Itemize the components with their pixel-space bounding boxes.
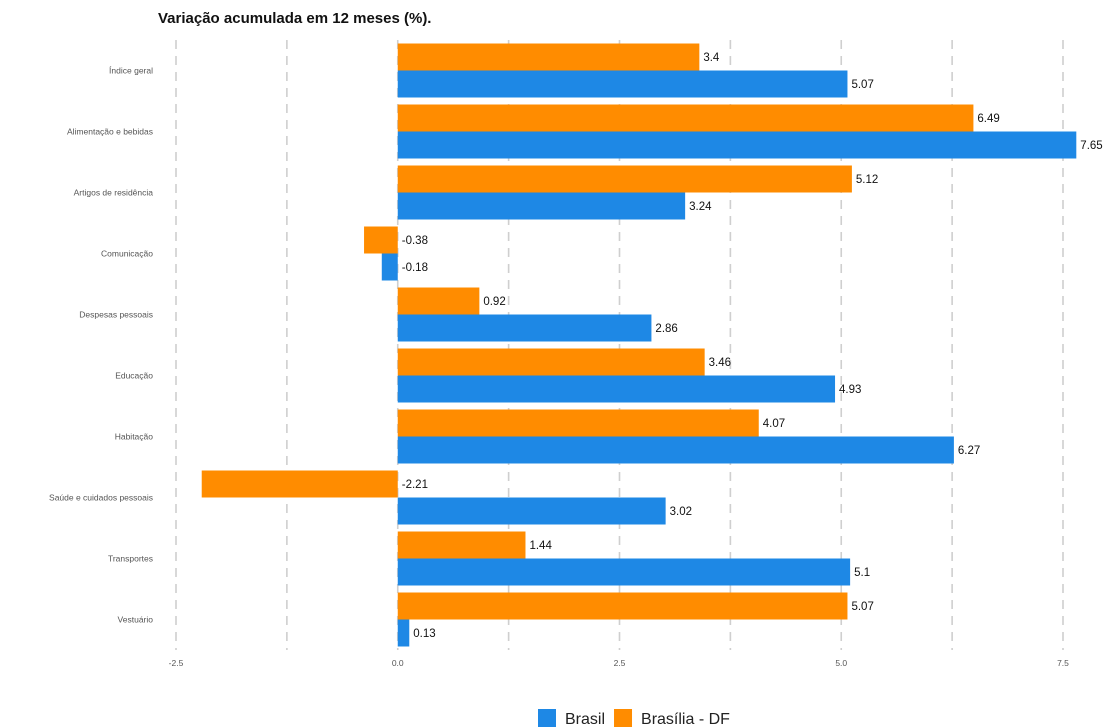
category-label: Artigos de residência (74, 188, 154, 198)
category-label: Alimentação e bebidas (67, 127, 153, 137)
bar-brasilia-df (397, 287, 480, 315)
x-tick-label: -2.5 (169, 658, 184, 668)
bar-brasil (397, 70, 848, 98)
bar-brasilia-df (397, 348, 705, 376)
data-label: -0.38 (402, 235, 428, 247)
x-tick-label: 7.5 (1057, 658, 1069, 668)
data-label: 3.46 (709, 357, 731, 369)
bar-brasil (397, 375, 836, 403)
data-label: 2.86 (655, 323, 677, 335)
bar-brasilia-df (397, 592, 848, 620)
category-label: Vestuário (118, 615, 154, 625)
data-label: 6.49 (977, 113, 999, 125)
bar-brasilia-df (201, 470, 398, 498)
category-label: Transportes (108, 554, 153, 564)
data-label: -2.21 (402, 479, 428, 491)
data-label: 0.13 (413, 628, 435, 640)
bar-brasil (381, 253, 398, 281)
bar-brasil (397, 619, 410, 647)
data-label: 1.44 (529, 540, 552, 552)
bar-brasil (397, 497, 666, 525)
category-label: Habitação (115, 432, 154, 442)
data-label: 5.07 (851, 79, 873, 91)
bar-brasilia-df (397, 409, 759, 437)
data-label: 6.27 (958, 445, 980, 457)
bar-brasilia-df (364, 226, 398, 254)
bar-brasil (397, 314, 652, 342)
data-label: 3.02 (670, 506, 692, 518)
data-label: 3.24 (689, 201, 712, 213)
chart-title: Variação acumulada em 12 meses (%). (158, 10, 432, 27)
x-tick-label: 5.0 (835, 658, 847, 668)
x-tick-label: 0.0 (392, 658, 404, 668)
data-label: 5.12 (856, 174, 878, 186)
category-label: Saúde e cuidados pessoais (49, 493, 153, 503)
data-label: 0.92 (483, 296, 505, 308)
bar-brasilia-df (397, 165, 852, 193)
data-label: 3.4 (703, 52, 720, 64)
data-label: 5.07 (851, 601, 873, 613)
category-label: Comunicação (101, 249, 153, 259)
legend-label: Brasil (565, 711, 605, 728)
bar-brasilia-df (397, 531, 526, 559)
data-label: 5.1 (854, 567, 870, 579)
bar-brasil (397, 131, 1077, 159)
data-label: 7.65 (1080, 140, 1102, 152)
bar-brasil (397, 558, 851, 586)
data-label: 4.93 (839, 384, 861, 396)
legend-swatch (538, 709, 556, 727)
bar-brasilia-df (397, 104, 974, 132)
category-label: Índice geral (109, 66, 153, 76)
bar-brasilia-df (397, 43, 700, 71)
bar-brasil (397, 436, 954, 464)
data-label: -0.18 (402, 262, 428, 274)
category-label: Educação (115, 371, 153, 381)
legend-label: Brasília - DF (641, 711, 730, 728)
x-tick-label: 2.5 (614, 658, 626, 668)
legend-swatch (614, 709, 633, 727)
data-label: 4.07 (763, 418, 785, 430)
bar-brasil (397, 192, 686, 220)
category-label: Despesas pessoais (79, 310, 153, 320)
